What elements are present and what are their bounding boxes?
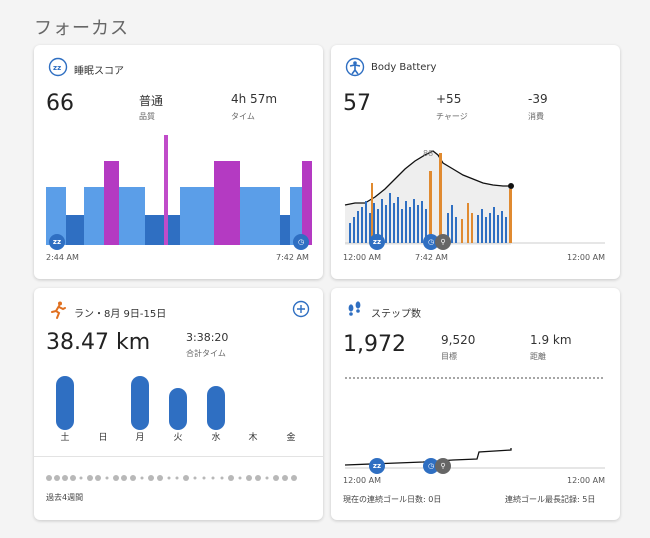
steps-chart (344, 377, 605, 469)
sleep-start-icon: zz (369, 234, 385, 250)
sleep-quality-value: 普通 (139, 94, 164, 108)
sleep-stages-chart (46, 135, 312, 245)
day-label-wed: 水 (211, 433, 221, 443)
sleep-start-icon: zz (369, 458, 385, 474)
day-label-fri: 金 (286, 433, 296, 443)
svg-text:zz: zz (53, 64, 61, 72)
battery-time-start: 12:00 AM (343, 253, 381, 262)
past-four-weeks-label: 過去4週間 (46, 493, 84, 502)
steps-goal-label: 目標 (441, 352, 457, 361)
past-four-weeks-dots (46, 475, 297, 481)
day-label-sat: 土 (60, 433, 70, 443)
battery-drain-value: -39 (528, 92, 548, 106)
day-label-sun: 日 (98, 433, 108, 443)
page-title: フォーカス (34, 18, 129, 39)
run-total-time-value: 3:38:20 (186, 331, 229, 344)
sleep-card-title: 睡眠スコア (74, 66, 124, 77)
run-card-title: ラン・8月 9日-15日 (74, 309, 167, 320)
sleep-quality-label: 品質 (139, 112, 155, 121)
steps-goal-value: 9,520 (441, 333, 476, 347)
sleep-time-label: タイム (231, 112, 255, 121)
day-label-tue: 火 (173, 433, 183, 443)
current-goal-streak: 現在の連続ゴール日数: 0日 (343, 495, 442, 504)
steps-value: 1,972 (343, 332, 406, 357)
wake-alarm-icon: ◷ (293, 234, 309, 250)
footsteps-icon (348, 301, 361, 316)
battery-time-mid: 7:42 AM (415, 253, 448, 262)
battery-charge-value: +55 (436, 92, 462, 106)
add-activity-button[interactable] (292, 300, 310, 318)
run-weekly-chart (56, 376, 225, 430)
sleep-time-value: 4h 57m (231, 92, 278, 106)
cycling-activity-icon: ⚲ (435, 234, 451, 250)
battery-time-end: 12:00 AM (567, 253, 605, 262)
steps-card-title: ステップ数 (371, 309, 421, 320)
sleep-start-icon: zz (49, 234, 65, 250)
body-battery-title: Body Battery (371, 62, 437, 73)
body-battery-value: 57 (343, 91, 371, 116)
steps-distance-label: 距離 (530, 352, 546, 361)
day-label-thu: 木 (248, 433, 258, 443)
steps-time-start: 12:00 AM (343, 476, 381, 485)
sleep-start-time: 2:44 AM (46, 253, 79, 262)
battery-charge-label: チャージ (436, 112, 468, 121)
steps-time-end: 12:00 AM (567, 476, 605, 485)
sleep-end-time: 7:42 AM (276, 253, 309, 262)
battery-peak-label: 88 (423, 149, 434, 158)
steps-distance-value: 1.9 km (530, 333, 572, 347)
body-battery-icon (345, 57, 365, 77)
body-battery-chart (344, 150, 605, 245)
card-divider (34, 456, 323, 457)
cycling-activity-icon: ⚲ (435, 458, 451, 474)
body-battery-card[interactable]: Body Battery 57 +55 チャージ -39 消費 88 zz ◷ (331, 45, 620, 279)
run-total-time-label: 合計タイム (186, 349, 226, 358)
sleep-icon: zz (48, 57, 68, 77)
day-label-mon: 月 (135, 433, 145, 443)
sleep-score-value: 66 (46, 91, 74, 116)
run-distance-value: 38.47 km (46, 330, 151, 355)
battery-drain-label: 消費 (528, 112, 544, 121)
steps-card[interactable]: ステップ数 1,972 9,520 目標 1.9 km 距離 zz ◷ ⚲ 12… (331, 288, 620, 520)
best-goal-streak: 連続ゴール最長記録: 5日 (505, 495, 596, 504)
running-summary-card[interactable]: ラン・8月 9日-15日 38.47 km 3:38:20 合計タイム 土 日 … (34, 288, 323, 520)
sleep-score-card[interactable]: zz 睡眠スコア 66 普通 品質 4h 57m タイム zz ◷ 2:44 A… (34, 45, 323, 279)
running-icon (51, 301, 66, 319)
